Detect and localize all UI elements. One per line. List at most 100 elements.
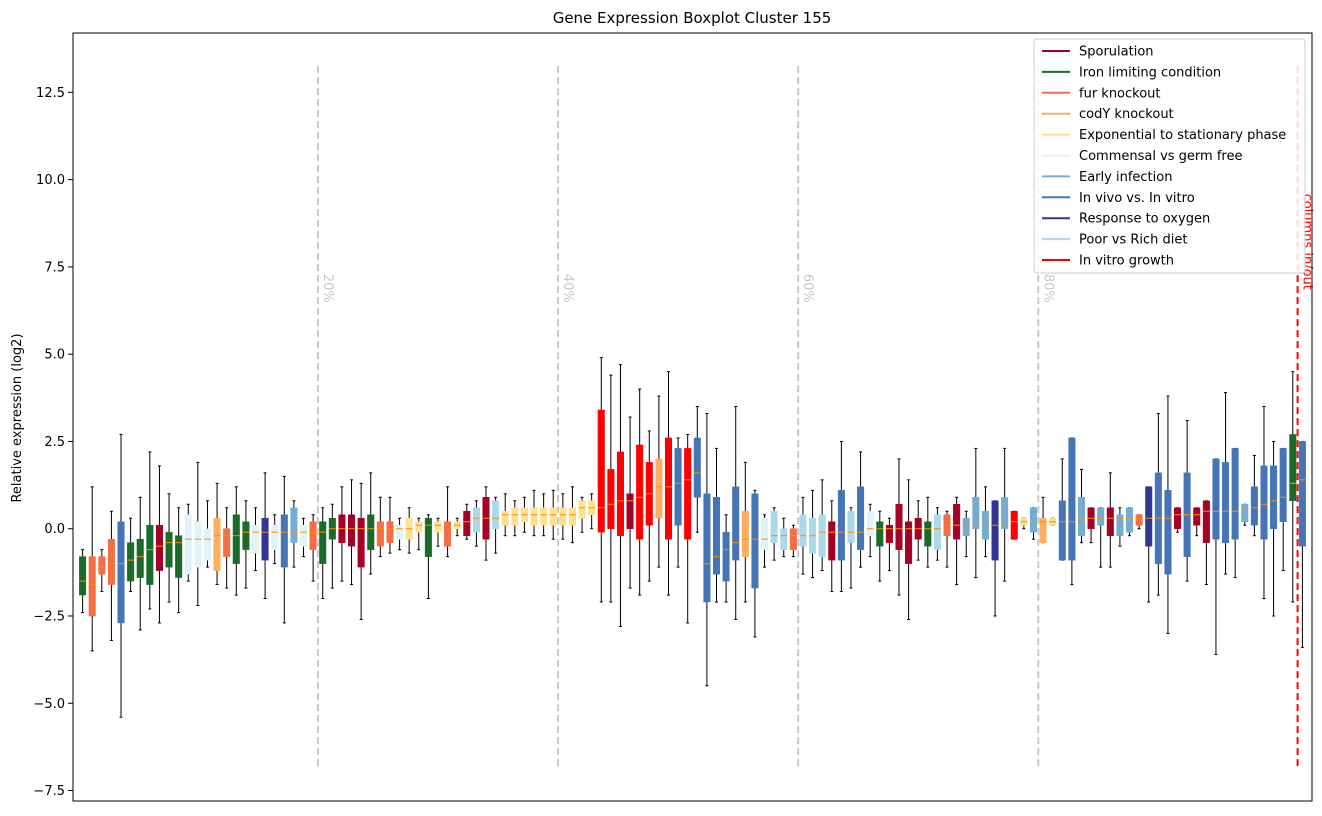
box-73 bbox=[770, 507, 778, 561]
box-body bbox=[828, 521, 836, 561]
box-body bbox=[953, 504, 961, 540]
box-12 bbox=[184, 503, 192, 582]
box-body bbox=[98, 556, 106, 575]
box-55 bbox=[597, 357, 605, 603]
box-125 bbox=[1270, 440, 1278, 617]
box-body bbox=[626, 493, 634, 529]
box-22 bbox=[280, 475, 288, 624]
box-33 bbox=[386, 496, 394, 554]
box-body bbox=[1202, 500, 1210, 543]
box-body bbox=[597, 409, 605, 533]
box-body bbox=[251, 524, 260, 554]
box-63 bbox=[674, 437, 682, 568]
box-58 bbox=[626, 416, 634, 589]
box-body bbox=[165, 531, 173, 568]
box-body bbox=[847, 511, 855, 543]
box-28 bbox=[338, 486, 346, 582]
box-body bbox=[1260, 465, 1268, 540]
box-83 bbox=[866, 503, 874, 558]
box-54 bbox=[588, 493, 596, 530]
legend-label: In vitro growth bbox=[1079, 254, 1174, 269]
box-85 bbox=[885, 517, 893, 572]
box-body bbox=[1106, 507, 1114, 536]
box-42 bbox=[472, 500, 480, 547]
box-117 bbox=[1193, 507, 1201, 537]
box-15 bbox=[213, 482, 221, 586]
box-body bbox=[857, 486, 865, 550]
legend-label: Poor vs Rich diet bbox=[1079, 233, 1187, 248]
box-body bbox=[530, 507, 538, 526]
y-tick-label: −5.0 bbox=[33, 697, 65, 712]
box-body bbox=[501, 511, 509, 526]
box-body bbox=[732, 486, 740, 561]
legend-item: Poor vs Rich diet bbox=[1042, 233, 1187, 248]
box-70 bbox=[741, 461, 749, 603]
box-32 bbox=[376, 496, 384, 558]
box-103 bbox=[1058, 458, 1066, 561]
box-body bbox=[136, 538, 144, 578]
box-75 bbox=[789, 524, 797, 558]
legend-item: Exponential to stationary phase bbox=[1042, 128, 1286, 143]
box-89 bbox=[924, 496, 932, 568]
box-body bbox=[1174, 507, 1182, 529]
legend-frame bbox=[1033, 38, 1306, 274]
box-44 bbox=[492, 496, 500, 554]
box-body bbox=[866, 511, 874, 536]
box-101 bbox=[1039, 496, 1047, 544]
box-body bbox=[213, 517, 221, 571]
y-tick-label: 5.0 bbox=[44, 348, 65, 363]
box-body bbox=[1097, 507, 1105, 526]
box-16 bbox=[223, 507, 231, 589]
box-122 bbox=[1241, 503, 1249, 526]
box-3 bbox=[98, 549, 106, 593]
box-114 bbox=[1164, 395, 1172, 634]
box-body bbox=[924, 521, 932, 547]
box-body bbox=[741, 511, 749, 557]
plot-area: −7.5 −5.0 −2.5 0.0 2.5 5.0 7.5 10.0 12.5 20% 40% 60… bbox=[33, 32, 1315, 802]
box-body bbox=[578, 500, 586, 519]
box-35 bbox=[405, 507, 413, 554]
legend-item: Sporulation bbox=[1042, 45, 1154, 60]
box-body bbox=[972, 497, 980, 529]
box-69 bbox=[732, 406, 740, 620]
box-99 bbox=[1020, 517, 1028, 530]
box-body bbox=[223, 528, 231, 557]
chart-title: Gene Expression Boxplot Cluster 155 bbox=[553, 9, 832, 27]
box-body bbox=[1077, 497, 1086, 536]
box-84 bbox=[876, 510, 884, 582]
box-body bbox=[1010, 511, 1018, 540]
box-body bbox=[1135, 514, 1143, 526]
percentile-label: 20% bbox=[320, 274, 335, 303]
box-body bbox=[1298, 441, 1306, 547]
box-50 bbox=[549, 489, 557, 540]
box-76 bbox=[799, 496, 807, 575]
box-body bbox=[712, 497, 721, 575]
box-81 bbox=[847, 507, 855, 589]
box-88 bbox=[914, 500, 922, 561]
box-106 bbox=[1087, 507, 1095, 544]
y-tick-label: 2.5 bbox=[44, 435, 65, 450]
box-53 bbox=[578, 496, 586, 533]
box-body bbox=[770, 511, 778, 543]
box-36 bbox=[415, 517, 423, 551]
box-79 bbox=[828, 500, 836, 593]
box-124 bbox=[1260, 406, 1268, 600]
box-body bbox=[655, 458, 663, 519]
box-body bbox=[636, 444, 644, 540]
box-body bbox=[991, 500, 999, 561]
box-104 bbox=[1068, 437, 1076, 586]
box-body bbox=[1125, 507, 1134, 533]
box-body bbox=[674, 448, 682, 526]
box-13 bbox=[194, 461, 202, 607]
box-body bbox=[933, 514, 941, 550]
box-45 bbox=[501, 493, 509, 537]
box-body bbox=[607, 469, 615, 529]
box-body bbox=[761, 517, 769, 550]
box-body bbox=[1270, 465, 1278, 529]
box-51 bbox=[559, 493, 567, 540]
box-body bbox=[309, 521, 317, 550]
box-116 bbox=[1183, 419, 1191, 582]
box-body bbox=[1116, 514, 1124, 536]
box-127 bbox=[1289, 371, 1297, 603]
